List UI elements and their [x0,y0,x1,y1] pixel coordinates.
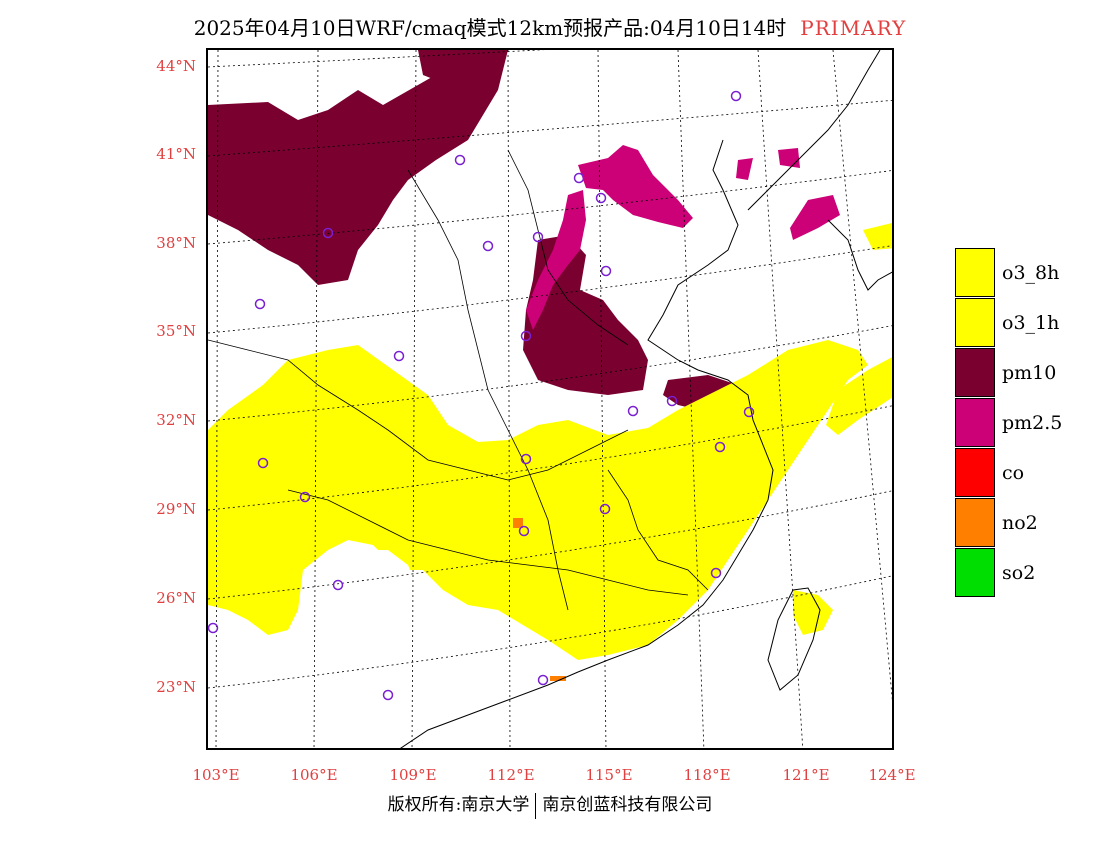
no2-spot [513,518,523,528]
legend-label: o3_1h [1002,312,1060,334]
pm25-region-liaoning [736,148,800,180]
lat-label-32: 32°N [156,411,196,429]
legend-swatch [955,548,995,597]
pm10-region-northwest [208,50,508,285]
lat-label-38: 38°N [156,234,196,252]
title-tag: PRIMARY [800,16,907,40]
coastline-liaodong [747,50,881,211]
coastline [400,139,774,748]
lat-label-41: 41°N [156,145,196,163]
legend-label: so2 [1002,562,1036,584]
legend-item-pm10: pm10 [955,348,1095,398]
station-markers [208,90,755,701]
legend-item-o3-8h: o3_8h [955,248,1095,298]
legend-label: o3_8h [1002,262,1060,284]
copyright-right: 南京创蓝科技有限公司 [542,795,713,815]
pm10-region-north [418,50,488,85]
lon-label-112: 112°E [487,766,535,784]
lon-label-124: 124°E [868,766,916,784]
legend-label: pm10 [1002,362,1057,384]
lat-label-23: 23°N [156,678,196,696]
legend-label: pm2.5 [1002,412,1063,434]
map-canvas [208,50,892,748]
legend-swatch [955,348,995,397]
legend-item-so2: so2 [955,548,1095,598]
lat-label-29: 29°N [156,500,196,518]
legend-label: co [1002,462,1025,484]
graticule [208,50,892,748]
pm25-region-coast [790,195,840,240]
title-text: 2025年04月10日WRF/cmaq模式12km预报产品:04月10日14时 [193,16,787,40]
o3-region-south [208,340,868,660]
legend-item-o3-1h: o3_1h [955,298,1095,348]
province-border [287,489,689,596]
lon-label-118: 118°E [683,766,731,784]
pm25-region-central [526,190,586,330]
lat-label-44: 44°N [156,57,196,75]
legend-swatch [955,498,995,547]
legend-label: no2 [1002,512,1038,534]
province-border [407,169,569,611]
lat-label-26: 26°N [156,589,196,607]
coastline-korea [827,219,892,291]
legend-item-co: co [955,448,1095,498]
province-border [507,149,629,346]
legend-item-no2: no2 [955,498,1095,548]
map-title: 2025年04月10日WRF/cmaq模式12km预报产品:04月10日14时 P… [0,12,1100,41]
legend-swatch [955,298,995,347]
pollutant-map[interactable] [206,48,894,750]
lon-label-103: 103°E [192,766,240,784]
lon-label-115: 115°E [585,766,633,784]
legend-swatch [955,448,995,497]
province-border [208,339,629,481]
legend-swatch [955,248,995,297]
legend-swatch [955,398,995,447]
footer-divider [535,792,537,819]
legend: o3_8h o3_1h pm10 pm2.5 co no2 so2 [955,248,1095,598]
o3-region-taiwan [793,590,833,635]
lon-label-109: 109°E [389,766,437,784]
province-border [607,469,709,591]
lon-label-106: 106°E [290,766,338,784]
pm25-region-northeast [578,145,693,228]
no2-spot [550,676,566,681]
lon-label-121: 121°E [782,766,830,784]
legend-item-pm25: pm2.5 [955,398,1095,448]
copyright-footer: 版权所有:南京大学 南京创蓝科技有限公司 [0,790,1100,819]
o3-region-northeast [863,222,892,250]
lat-label-35: 35°N [156,322,196,340]
copyright-left: 版权所有:南京大学 [387,795,530,815]
